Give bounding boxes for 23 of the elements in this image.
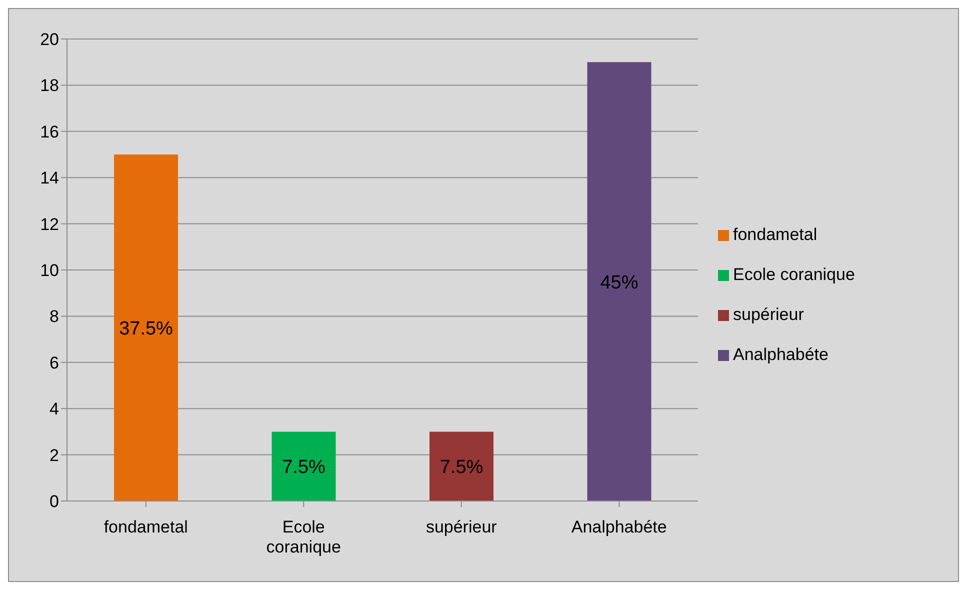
- legend-label: supérieur: [733, 305, 804, 324]
- annotation: 7.5%: [440, 457, 484, 478]
- annotation: 7.5%: [282, 457, 326, 478]
- y-tick-label: 4: [50, 400, 59, 419]
- legend-label: Ecole coranique: [733, 265, 855, 284]
- y-tick-label: 2: [50, 446, 59, 465]
- y-tick-label: 20: [40, 30, 59, 50]
- y-tick-label: 6: [50, 353, 59, 372]
- y-tick-label: 12: [40, 214, 59, 234]
- x-tick-label: Analphabéte: [571, 517, 667, 536]
- x-tick-label: Ecole coranique: [266, 517, 341, 557]
- y-tick-label: 16: [40, 122, 59, 142]
- y-tick-label: 18: [40, 76, 59, 96]
- annotation: 45%: [600, 272, 638, 294]
- x-tick-label: supérieur: [426, 517, 498, 536]
- legend-label: Analphabéte: [733, 345, 828, 364]
- annotation: 37.5%: [119, 318, 174, 340]
- legend-label: fondametal: [733, 225, 818, 244]
- y-tick-label: 14: [40, 168, 59, 188]
- y-tick-label: 10: [40, 261, 59, 280]
- y-tick-label: 8: [50, 307, 59, 326]
- x-tick-label: fondametal: [104, 517, 188, 536]
- y-tick-label: 0: [50, 492, 59, 512]
